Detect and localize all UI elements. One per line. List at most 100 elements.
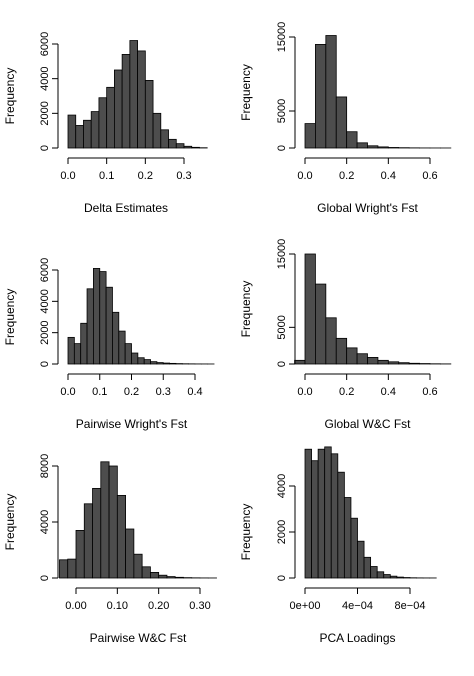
histogram-bar <box>377 146 389 149</box>
histogram-bar <box>100 461 110 579</box>
x-tick-label: 0.0 <box>60 386 75 398</box>
x-tick-label: 0.10 <box>107 600 128 612</box>
histogram-bar <box>396 576 404 579</box>
histogram-bar <box>83 119 92 149</box>
x-tick-label: 0.2 <box>339 386 354 398</box>
histogram-bar <box>325 35 337 149</box>
histogram-bar <box>387 361 400 365</box>
histogram-bar <box>156 362 164 365</box>
histogram-bar <box>160 129 169 149</box>
histogram-bar <box>304 448 312 579</box>
histogram-bar <box>118 330 126 365</box>
x-axis-title: Global W&C Fst <box>324 417 411 431</box>
histogram-bar <box>133 553 143 579</box>
histogram-bar <box>357 540 365 579</box>
panel-pairwise-wc-fst: 0.00 0.10 0.20 0.30 0 4000 8000 Pairwise W&C Fs… <box>3 454 217 645</box>
histogram-bar <box>144 80 154 149</box>
histogram-bar <box>150 361 158 365</box>
y-tick-label: 8000 <box>39 454 51 478</box>
x-tick-label: 0.4 <box>381 386 396 398</box>
histogram-bar <box>67 114 77 149</box>
histogram-bar <box>315 44 327 149</box>
histogram-bar <box>398 362 410 365</box>
histogram-bar <box>158 574 168 579</box>
x-tick-label: 0.4 <box>187 386 202 398</box>
y-tick-label: 5000 <box>276 315 288 339</box>
histogram-bar <box>67 336 75 365</box>
histogram-bar <box>137 50 146 149</box>
histogram-bar <box>73 343 82 365</box>
histogram-bar <box>141 566 151 579</box>
x-tick-label: 0.6 <box>422 386 437 398</box>
histogram-bar <box>93 268 101 365</box>
histogram-bar <box>367 145 379 149</box>
histogram-bar <box>311 460 319 579</box>
y-tick-label: 0 <box>276 361 288 367</box>
histogram-bar <box>90 111 100 149</box>
x-tick-label: 4e−04 <box>342 600 373 612</box>
panel-pca-loadings: 0e+00 4e−04 8e−04 0 2000 4000 PCA Loadings Freq… <box>239 446 437 645</box>
histogram-bar <box>389 575 398 579</box>
histogram-bar <box>114 69 123 149</box>
histogram-bar <box>317 448 326 579</box>
histogram-bar <box>105 286 113 365</box>
x-tick-label: 0.0 <box>297 386 312 398</box>
x-tick-label: 0.0 <box>297 170 312 182</box>
y-tick-label: 4000 <box>39 66 51 90</box>
histogram-bar <box>59 559 69 579</box>
histogram-bar <box>356 353 368 365</box>
histogram-bar <box>75 530 85 579</box>
panel-pairwise-wrights-fst: 0.0 0.1 0.2 0.3 0.4 0 2000 4000 6000 Pairwise Wri… <box>3 258 215 431</box>
histogram-bar <box>363 556 372 579</box>
histogram-bar <box>98 97 108 149</box>
histogram-bar <box>377 359 389 365</box>
y-tick-label: 0 <box>39 361 51 367</box>
y-tick-label: 0 <box>39 145 51 151</box>
histogram-bar <box>335 96 348 149</box>
y-axis-title: Frequency <box>239 281 253 338</box>
x-axis-title: PCA Loadings <box>319 631 395 645</box>
x-tick-label: 0.4 <box>381 170 396 182</box>
y-axis-title: Frequency <box>3 494 17 551</box>
y-axis-title: Frequency <box>3 68 17 125</box>
histogram-bar <box>337 471 345 579</box>
x-tick-label: 0.1 <box>99 170 114 182</box>
histogram-bar <box>124 343 132 365</box>
panel-global-wc-fst: 0.0 0.2 0.4 0.6 0 5000 15000 Global W&C Fst Freq… <box>239 239 452 431</box>
y-tick-label: 0 <box>276 575 288 581</box>
histogram-bar <box>80 322 88 365</box>
y-tick-label: 2000 <box>39 320 51 344</box>
histogram-bar <box>183 145 193 149</box>
y-tick-label: 6000 <box>39 258 51 282</box>
histogram-bar <box>83 503 93 579</box>
histogram-bar <box>346 131 358 149</box>
x-tick-label: 0.2 <box>339 170 354 182</box>
histogram-bar <box>152 112 162 149</box>
histogram-bar <box>174 576 184 579</box>
histogram-bar <box>166 576 176 579</box>
y-tick-label: 2000 <box>276 520 288 544</box>
x-axis-title: Pairwise Wright's Fst <box>76 417 188 431</box>
x-tick-label: 0.2 <box>138 170 153 182</box>
histogram-bar <box>86 288 94 365</box>
y-tick-label: 2000 <box>39 101 51 125</box>
histogram-bar <box>343 497 352 579</box>
histogram-bar <box>367 356 379 365</box>
x-axis-title: Pairwise W&C Fst <box>90 631 187 645</box>
y-tick-label: 15000 <box>276 239 288 270</box>
y-tick-label: 0 <box>39 575 51 581</box>
histogram-bar <box>112 311 120 365</box>
histogram-bar <box>370 566 378 579</box>
x-axis-title: Delta Estimates <box>84 201 168 215</box>
histogram-bar <box>168 138 177 149</box>
y-axis-title: Frequency <box>239 504 253 561</box>
y-tick-label: 4000 <box>39 510 51 534</box>
x-axis-title: Global Wright's Fst <box>317 201 418 215</box>
histogram-bar <box>131 352 139 365</box>
panel-delta-estimates: 0.0 0.1 0.2 0.3 0 2000 4000 6000 Delta Estimates… <box>3 32 208 215</box>
histogram-bar <box>137 357 145 365</box>
histogram-bar <box>143 359 151 365</box>
x-tick-label: 0.0 <box>60 170 75 182</box>
histogram-bar <box>325 317 337 365</box>
